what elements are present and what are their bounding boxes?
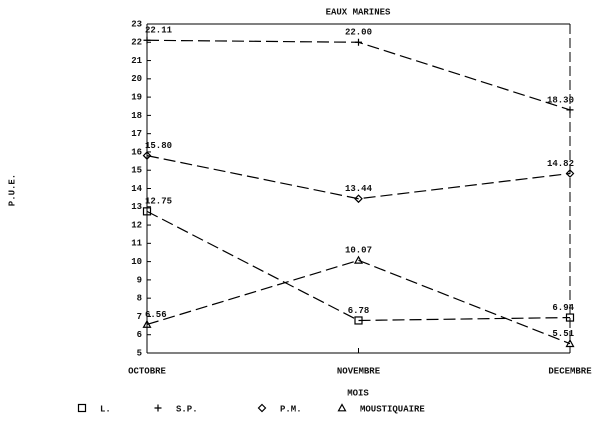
series-line [146, 259, 571, 345]
y-tick-label: 23 [131, 19, 142, 29]
y-tick-label: 6 [137, 330, 142, 340]
legend-label: S.P. [176, 404, 198, 414]
x-tick-label: OCTOBRE [128, 366, 166, 376]
data-label: 14.82 [547, 159, 574, 169]
data-label: 12.75 [145, 197, 172, 207]
legend-label: L. [100, 404, 111, 414]
data-point [354, 194, 363, 204]
y-axis-label: P.U.E. [7, 174, 17, 206]
series-line [146, 210, 571, 322]
y-tick-label: 22 [131, 38, 142, 48]
data-point [354, 316, 363, 325]
data-label: 13.44 [345, 184, 373, 194]
y-tick-label: 11 [131, 239, 142, 249]
data-point [355, 38, 362, 46]
data-point [565, 338, 575, 348]
y-tick-label: 14 [131, 184, 142, 194]
data-label: 6.94 [552, 303, 574, 313]
x-axis-label: MOIS [347, 388, 369, 398]
data-point [143, 36, 151, 44]
legend-marker [77, 403, 87, 413]
data-point [565, 169, 575, 178]
data-label: 6.56 [145, 310, 167, 320]
legend-label: P.M. [280, 404, 302, 414]
chart-title: EAUX MARINES [326, 7, 391, 17]
y-tick-label: 13 [131, 202, 142, 212]
data-point [142, 151, 152, 160]
data-point [566, 106, 574, 114]
y-tick-label: 5 [137, 348, 142, 358]
y-tick-label: 10 [131, 257, 142, 267]
y-tick-label: 7 [137, 312, 142, 322]
data-label: 15.80 [145, 141, 172, 151]
y-tick-label: 21 [131, 56, 142, 66]
series-line [146, 155, 571, 200]
legend-marker [257, 403, 267, 413]
y-tick-label: 15 [131, 166, 142, 176]
data-point [142, 319, 152, 328]
y-tick-label: 8 [137, 294, 142, 304]
y-tick-label: 18 [131, 111, 142, 121]
data-point [142, 207, 152, 216]
y-tick-label: 9 [137, 275, 142, 285]
data-label: 5.51 [552, 329, 574, 339]
legend-marker [337, 403, 347, 412]
data-label: 22.00 [345, 28, 372, 38]
legend-label: MOUSTIQUAIRE [360, 404, 425, 414]
y-tick-label: 20 [131, 74, 142, 84]
data-label: 22.11 [145, 26, 173, 36]
data-point [565, 313, 575, 322]
data-label: 10.07 [345, 246, 372, 256]
y-tick-label: 19 [131, 92, 142, 102]
y-tick-label: 12 [131, 220, 142, 230]
x-tick-label: DECEMBRE [548, 366, 592, 376]
legend-marker [154, 404, 162, 412]
x-tick-label: NOVEMBRE [337, 366, 381, 376]
data-label: 18.30 [547, 95, 574, 105]
y-tick-label: 17 [131, 129, 142, 139]
data-point [353, 255, 364, 264]
y-tick-label: 16 [131, 147, 142, 157]
series-line [146, 39, 571, 111]
data-label: 6.78 [348, 306, 370, 316]
